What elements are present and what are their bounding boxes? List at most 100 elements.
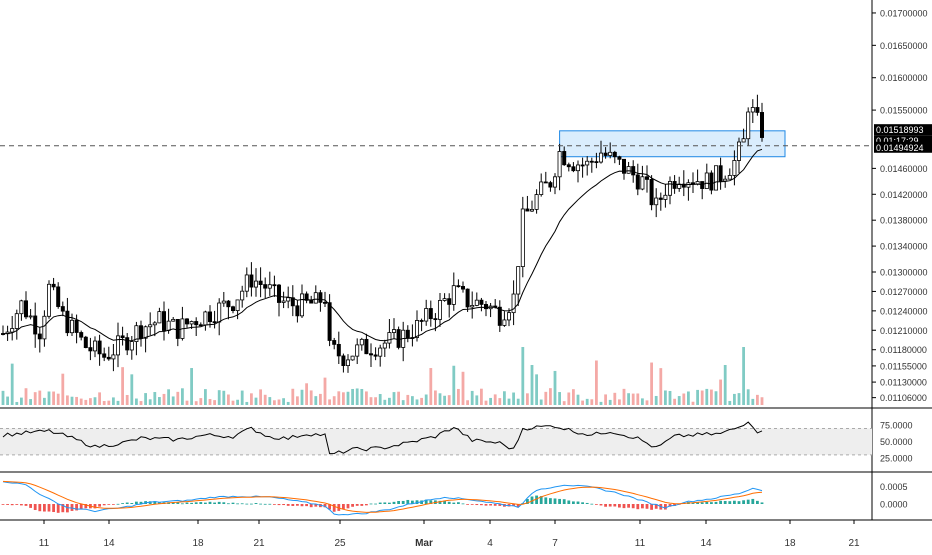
volume-bar — [595, 360, 598, 405]
macd-histogram-bar — [194, 502, 198, 504]
candle-body — [474, 299, 479, 306]
macd-histogram-bar — [15, 504, 19, 505]
candle-body — [750, 107, 755, 113]
last-price-label: 0.01518993 — [876, 125, 924, 135]
candle-body — [253, 280, 258, 288]
volume-bar — [107, 400, 111, 405]
time-axis[interactable]: 11 14 18 21 25 Mar 4 7 11 14 18 21 — [39, 520, 860, 549]
volume-bar — [33, 392, 37, 405]
volume-bar — [369, 397, 373, 405]
candle-body — [65, 310, 70, 334]
candle-body — [97, 340, 102, 355]
macd-histogram-bar — [733, 500, 736, 504]
volume-bar — [199, 398, 203, 405]
macd-histogram-bar — [562, 499, 566, 504]
volume-bar — [116, 400, 120, 405]
volume-bar — [102, 401, 106, 405]
macd-histogram-bar — [355, 504, 359, 506]
macd-histogram-bar — [273, 504, 276, 505]
candle-body — [562, 151, 567, 166]
macd-histogram-bar — [93, 504, 97, 509]
volume-bar — [38, 390, 42, 405]
volume-bar — [521, 347, 525, 405]
volume-bar — [139, 401, 143, 405]
macd-histogram-bar — [282, 504, 285, 506]
macd-histogram-bar — [553, 498, 557, 504]
candle-body — [184, 318, 189, 325]
volume-bar — [457, 388, 460, 405]
macd-histogram-bar — [181, 503, 184, 505]
volume-bar — [167, 389, 170, 405]
candle-body — [497, 306, 502, 326]
volume-bar — [664, 390, 667, 405]
macd-histogram-bar — [710, 502, 713, 504]
candle-body — [460, 286, 465, 290]
macd-histogram-bar — [401, 500, 405, 504]
macd-histogram-bar — [204, 502, 207, 504]
volume-bar — [383, 399, 387, 405]
macd-histogram-bar — [369, 503, 373, 505]
candle-body — [10, 328, 15, 333]
volume-bar — [401, 400, 405, 405]
candle-body — [309, 299, 314, 304]
macd-histogram-bar — [70, 504, 74, 511]
macd-histogram-bar — [112, 504, 115, 505]
macd-tick-label: 0.0000 — [880, 500, 908, 510]
volume-bar — [254, 397, 258, 405]
price-tick-label: 0.01380000 — [880, 216, 928, 226]
candle-body — [175, 318, 180, 339]
macd-histogram-bar — [585, 502, 589, 504]
volume-bar — [654, 395, 658, 405]
volume-bar — [213, 400, 216, 405]
volume-bar — [562, 401, 566, 405]
volume-bar — [760, 397, 764, 405]
volume-bar — [309, 390, 313, 405]
volume-bar — [291, 388, 295, 405]
volume-bar — [489, 397, 492, 405]
volume-bar — [20, 397, 23, 405]
price-axis[interactable]: 0.01700000 0.01650000 0.01600000 0.01550000… — [872, 8, 932, 510]
volume-bar — [691, 401, 695, 405]
macd-histogram-bar — [346, 504, 350, 509]
candle-body — [166, 320, 171, 331]
macd-histogram-bar — [286, 504, 290, 506]
volume-bar — [268, 397, 272, 405]
time-tick-label: Mar — [415, 538, 433, 549]
volume-bar — [259, 389, 262, 405]
macd-histogram-bar — [756, 500, 759, 504]
candle-body — [645, 176, 650, 180]
price-tick-label: 0.01240000 — [880, 306, 928, 316]
volume-bar — [282, 398, 285, 405]
macd-histogram-bar — [102, 504, 106, 506]
macd-histogram-bar — [751, 498, 755, 504]
candle-body — [534, 194, 539, 210]
macd-histogram-bar — [378, 502, 382, 504]
macd-histogram-bar — [572, 501, 575, 504]
volume-bar — [319, 393, 322, 405]
candle-body — [194, 321, 199, 326]
macd-histogram-bar — [447, 501, 451, 504]
macd-histogram-bar — [567, 500, 571, 504]
candle-body — [603, 152, 608, 156]
volume-bar — [516, 398, 520, 405]
candle-body — [419, 320, 424, 322]
macd-histogram-bar — [263, 503, 267, 505]
volume-bar — [171, 396, 175, 405]
macd-histogram-bar — [723, 500, 727, 504]
candle-body — [594, 161, 599, 164]
volume-bar — [650, 362, 653, 405]
volume-bar — [388, 397, 391, 405]
volume-bar — [79, 398, 83, 405]
candle-body — [580, 164, 585, 167]
last-price-label-bg — [874, 124, 932, 136]
macd-histogram-bar — [411, 500, 414, 504]
volume-bar — [406, 394, 410, 405]
candle-body — [129, 341, 134, 351]
macd-histogram-bar — [475, 504, 479, 506]
candle-body — [589, 160, 594, 163]
macd-histogram-bar — [176, 502, 180, 504]
volume-bar — [498, 398, 502, 405]
volume-bar — [687, 391, 690, 405]
volume-bar — [636, 393, 640, 405]
volume-bar — [700, 390, 704, 405]
